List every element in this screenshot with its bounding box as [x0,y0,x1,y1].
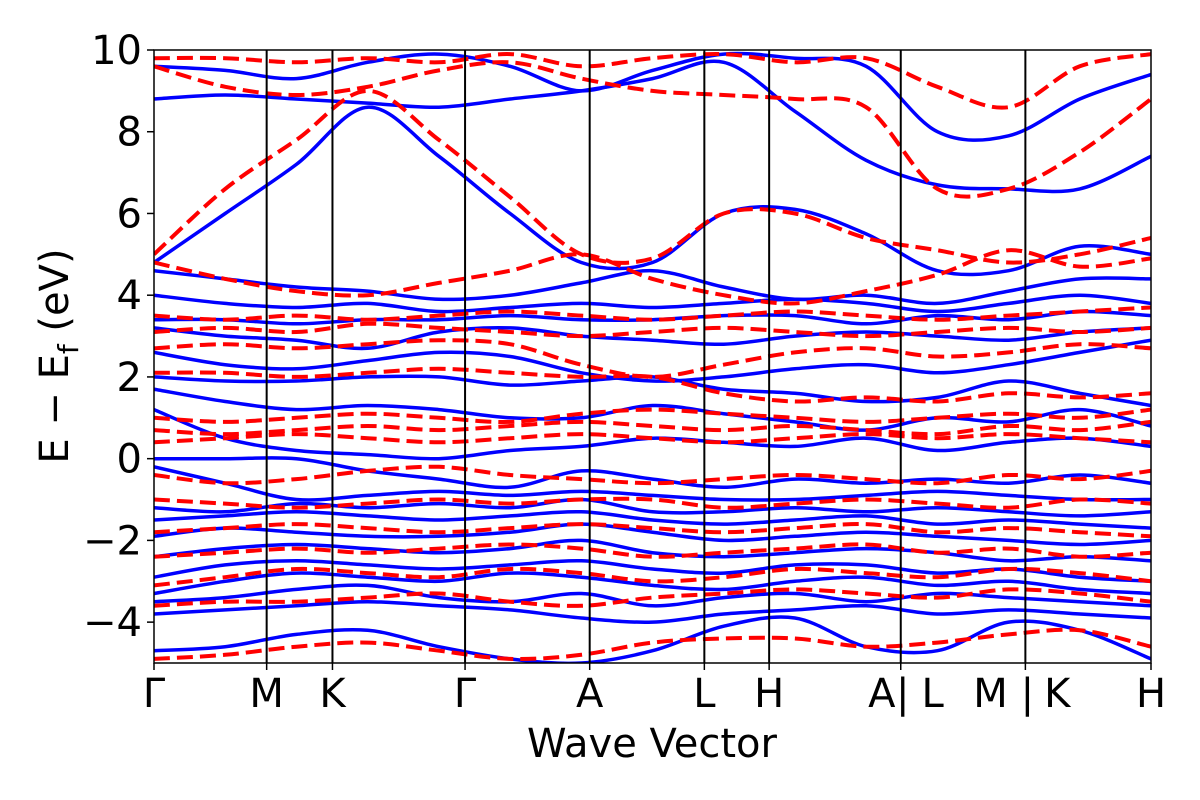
y-axis-ticks: −4 −2 0 2 4 6 8 10 [83,28,154,646]
dashed-band-16 [154,60,1151,199]
solid-band-3 [154,571,1151,596]
solid-band-5 [154,538,1151,563]
dashed-band-13 [154,305,1151,322]
dashed-band-4 [154,522,1151,539]
solid-band-12 [154,387,1151,432]
kpoint-lines-layer [265,50,1027,663]
y-tick-label-6: 8 [117,110,142,156]
solid-band-18 [154,268,1151,306]
dashed-band-5 [154,496,1151,510]
solid-band-13 [154,374,1151,408]
y-axis-title-main: E − E [32,354,78,464]
y-tick-label-0: −4 [83,600,142,646]
solid-band-14 [154,338,1151,383]
dashed-band-14 [154,248,1151,306]
dashed-band-10 [154,366,1151,404]
solid-band-19 [154,105,1151,277]
solid-band-1 [154,599,1151,624]
y-tick-label-7: 10 [91,28,142,74]
solid-band-9 [154,465,1151,502]
x-tick-label-13: H [1136,671,1166,717]
dashed-band-8 [154,419,1151,437]
y-axis-title: E − Ef (eV) [32,248,85,463]
y-axis-title-subscript: f [52,343,85,354]
bands-layer [154,51,1151,663]
solid-band-10 [154,456,1151,490]
x-axis-ticks: Γ M K Γ A L H A | L M | K H [143,663,1166,717]
y-tick-label-5: 6 [117,191,142,237]
dashed-band-6 [154,464,1151,486]
x-tick-label-8: | [896,671,909,717]
solid-band-21 [154,51,1151,142]
solid-band-20 [154,59,1151,194]
solid-band-0 [154,615,1151,663]
x-tick-label-1: M [249,671,284,717]
x-tick-label-6: H [754,671,784,717]
solid-band-6 [154,522,1151,547]
dashed-band-7 [154,432,1151,445]
dashed-band-15 [154,88,1151,265]
x-tick-label-3: Γ [454,671,477,717]
dashed-band-2 [154,566,1151,588]
y-tick-label-1: −2 [83,518,142,564]
x-tick-label-5: L [693,671,716,717]
dashed-band-12 [154,321,1151,339]
x-tick-label-4: A [576,671,604,717]
x-tick-label-12: K [1044,671,1072,717]
dashed-band-9 [154,407,1151,424]
x-tick-label-10: M [973,671,1008,717]
solid-band-2 [154,583,1151,608]
x-tick-label-0: Γ [143,671,166,717]
y-tick-label-2: 0 [117,437,142,483]
solid-band-11 [154,407,1151,461]
x-tick-label-9: L [922,671,945,717]
x-axis-title: Wave Vector [527,721,778,767]
plot-frame [153,49,1152,664]
dashed-band-3 [154,542,1151,559]
solid-band-7 [154,509,1151,530]
solid-band-15 [154,325,1151,351]
dashed-band-1 [154,587,1151,608]
dashed-band-11 [154,338,1151,379]
x-tick-label-2: K [319,671,347,717]
dashed-band-0 [154,627,1151,662]
y-tick-label-4: 4 [117,273,142,319]
x-tick-label-11: | [1021,671,1034,717]
x-tick-label-7: A [868,671,896,717]
y-tick-label-3: 2 [117,355,142,401]
y-axis-title-unit: (eV) [32,248,78,344]
solid-band-17 [154,293,1151,314]
solid-band-8 [154,497,1151,518]
dashed-band-17 [154,51,1151,110]
